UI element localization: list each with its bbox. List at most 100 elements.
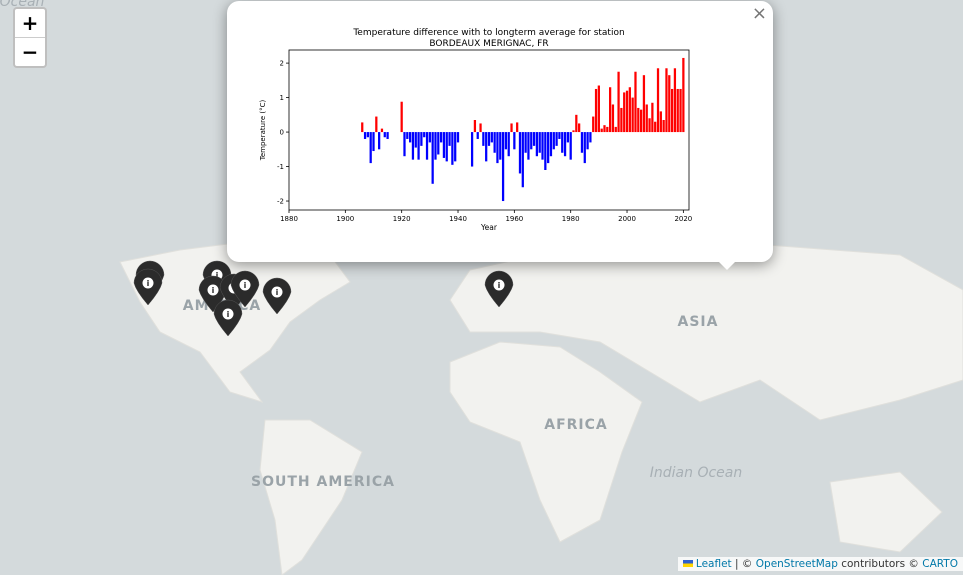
continent-label: ASIA (678, 314, 719, 330)
bar (665, 68, 668, 133)
ocean-label: Ocean (0, 0, 44, 10)
bar (380, 128, 384, 133)
marker[interactable]: i (262, 277, 292, 315)
popup-close[interactable]: × (751, 3, 767, 24)
bar (386, 132, 389, 139)
bar (566, 132, 569, 143)
bar (417, 132, 420, 160)
bar (555, 132, 558, 146)
bar (414, 132, 417, 148)
bar (501, 132, 505, 202)
link[interactable]: CARTO (922, 558, 958, 570)
bar (679, 88, 682, 133)
bar (639, 109, 643, 133)
x-tick-label: 1980 (562, 215, 580, 223)
bar (631, 97, 634, 133)
bar (662, 120, 665, 133)
marker-icon: i (276, 288, 279, 297)
x-tick-label: 2000 (618, 215, 636, 223)
bar (594, 88, 598, 133)
chart: Temperature difference with to longterm … (259, 28, 692, 232)
bar (448, 132, 451, 146)
bar (490, 132, 493, 143)
bar (654, 121, 657, 133)
bar (600, 128, 603, 133)
bar (572, 130, 575, 133)
link[interactable]: Leaflet (695, 558, 732, 570)
marker[interactable]: i (213, 299, 243, 337)
x-tick-label: 1880 (280, 215, 298, 223)
bar (361, 122, 364, 133)
bar (479, 123, 482, 133)
bar (439, 132, 443, 143)
bar (642, 75, 646, 133)
bar (521, 132, 524, 188)
australia (829, 471, 943, 553)
x-tick-label: 1960 (505, 215, 523, 223)
bar (651, 102, 654, 133)
bar (476, 132, 479, 139)
bar (606, 126, 609, 133)
bar (470, 132, 474, 167)
bar (437, 132, 440, 155)
x-tick-label: 1920 (393, 215, 411, 223)
bar (383, 132, 386, 138)
flag-icon (682, 560, 693, 567)
bar (363, 132, 367, 139)
bar (524, 132, 527, 153)
bar (406, 132, 409, 139)
bar (456, 132, 460, 143)
x-tick-label: 1940 (449, 215, 467, 223)
bar (614, 126, 617, 133)
bar (597, 85, 600, 133)
bar (487, 132, 491, 146)
bar (538, 132, 541, 153)
marker-dot (207, 284, 219, 296)
africa (449, 341, 643, 543)
bar (611, 104, 615, 133)
bar (603, 125, 606, 133)
bar (580, 132, 584, 153)
marker-icon: i (212, 286, 215, 295)
link[interactable]: OpenStreetMap (755, 558, 838, 570)
zoom-in[interactable]: + (21, 11, 39, 35)
bar (583, 132, 586, 164)
x-axis-label: Year (480, 223, 498, 232)
bar (518, 132, 522, 174)
bar (589, 132, 592, 143)
bar (369, 132, 372, 164)
south-america (259, 419, 363, 575)
continent-label: AFRICA (544, 417, 608, 433)
x-tick-label: 2020 (674, 215, 692, 223)
bar (516, 122, 519, 133)
bar (527, 132, 530, 160)
bar (625, 90, 629, 133)
bar (558, 132, 561, 139)
marker[interactable]: i (484, 270, 514, 308)
marker[interactable]: i (133, 268, 163, 306)
bar (428, 132, 431, 143)
ocean-label: Indian Ocean (650, 465, 742, 481)
marker-dot (271, 286, 283, 298)
marker[interactable]: i (230, 270, 260, 308)
text: contributors © (841, 558, 919, 570)
bar (645, 104, 648, 133)
land (119, 239, 963, 575)
bar (378, 132, 381, 150)
zoom-out[interactable]: − (15, 37, 45, 66)
text: | © (735, 558, 753, 570)
bar (485, 132, 488, 162)
bar (670, 88, 674, 133)
chart-subtitle: BORDEAUX MERIGNAC, FR (429, 39, 548, 49)
y-tick-label: 0 (280, 129, 284, 137)
bar (504, 132, 508, 150)
bar (425, 132, 429, 160)
bar (493, 132, 496, 153)
bar (592, 116, 595, 133)
chart-title: Temperature difference with to longterm … (352, 28, 624, 38)
bar (400, 101, 403, 133)
y-tick-label: 1 (280, 94, 284, 102)
marker-dot (493, 279, 505, 291)
